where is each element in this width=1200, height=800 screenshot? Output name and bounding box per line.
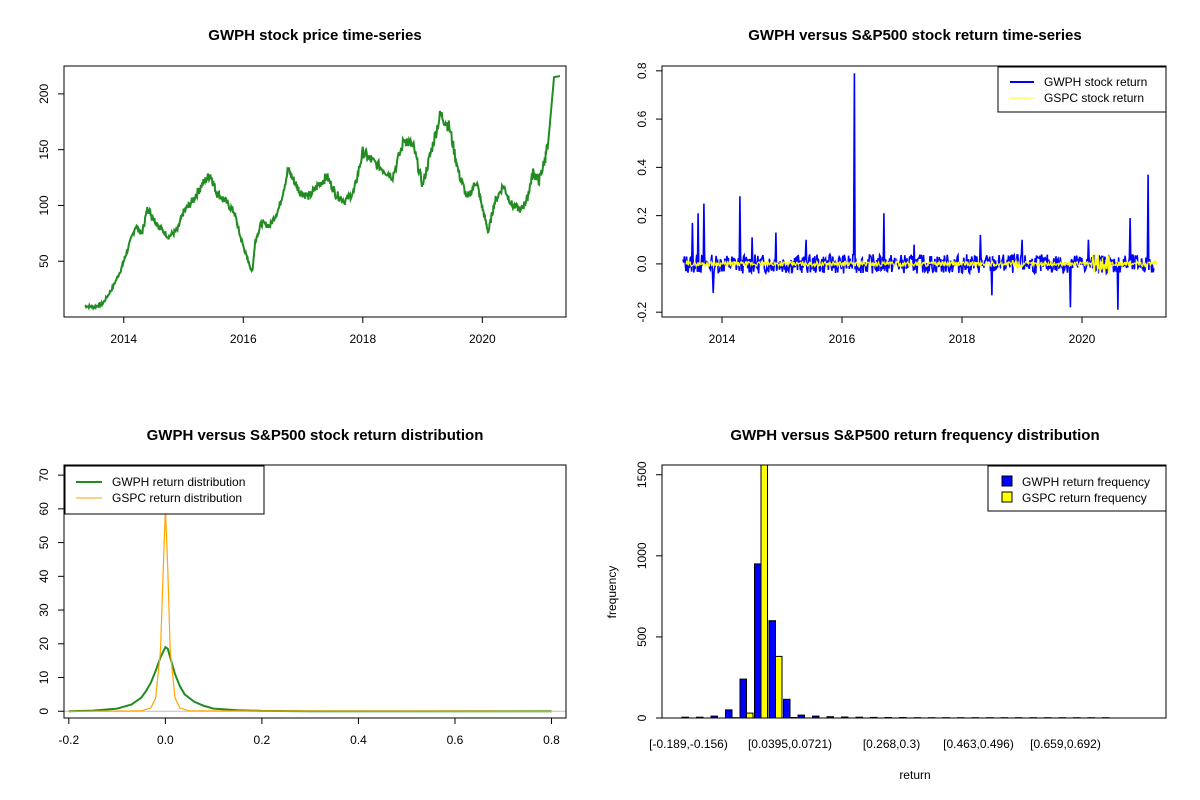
y-tick-label: 0.4 — [635, 159, 649, 176]
y-tick-label: 30 — [37, 603, 51, 617]
x-category-label: [0.268,0.3) — [863, 737, 920, 751]
panel-density: GWPH versus S&P500 stock return distribu… — [37, 427, 567, 747]
y-tick-label: 0.6 — [635, 110, 649, 127]
x-tick-label: 2018 — [949, 332, 976, 346]
legend-box — [987, 465, 1167, 512]
x-tick-label: 2020 — [1069, 332, 1096, 346]
y-tick-label: 1000 — [635, 542, 649, 569]
bar-gspc — [775, 655, 783, 719]
plot-marks — [682, 73, 1158, 310]
y-tick-label: 0.2 — [635, 207, 649, 224]
legend-label-gwph: GWPH return distribution — [112, 475, 245, 489]
x-tick-label: 2014 — [709, 332, 736, 346]
chart-title: GWPH versus S&P500 return frequency dist… — [730, 427, 1099, 444]
plot-box — [661, 65, 1167, 318]
x-category-label: [0.0395,0.0721) — [748, 737, 832, 751]
y-tick-label: 70 — [37, 468, 51, 482]
plot-marks — [84, 75, 561, 311]
bar-gwph — [768, 620, 776, 719]
axis-ticks: 0 500 1000 1500 — [635, 461, 662, 721]
y-tick-label: 1500 — [635, 461, 649, 488]
x-tick-label: 2016 — [829, 332, 856, 346]
legend-label-gwph: GWPH stock return — [1044, 75, 1147, 89]
legend-swatch-gspc — [1001, 491, 1013, 503]
chart-title: GWPH versus S&P500 stock return time-ser… — [748, 27, 1081, 44]
plot-box — [661, 464, 1167, 719]
legend: GWPH stock return GSPC stock return — [997, 66, 1167, 113]
y-tick-label: 0.0 — [635, 255, 649, 272]
legend-label-gspc: GSPC stock return — [1044, 91, 1144, 105]
y-tick-label: 40 — [37, 569, 51, 583]
panel-price: GWPH stock price time-series 2014 2016 201… — [37, 27, 567, 346]
legend-label-gspc: GSPC return distribution — [112, 491, 242, 505]
x-tick-label: 0.0 — [157, 733, 174, 747]
chart-title: GWPH versus S&P500 stock return distribu… — [147, 427, 484, 444]
x-category-label: [-0.189,-0.156) — [649, 737, 728, 751]
legend: GWPH return distribution GSPC return dis… — [64, 465, 265, 515]
bar-gwph — [725, 709, 733, 719]
y-tick-label: 0.8 — [635, 62, 649, 79]
y-tick-label: 60 — [37, 502, 51, 516]
axis-ticks: -0.2 0.0 0.2 0.4 0.6 0.8 0 10 20 30 40 50 60 70 — [37, 468, 560, 747]
y-tick-label: 50 — [37, 536, 51, 550]
x-tick-label: 0.8 — [543, 733, 560, 747]
x-tick-label: -0.2 — [58, 733, 79, 747]
series-line-gwph-price — [84, 75, 561, 311]
y-tick-label: 500 — [635, 627, 649, 647]
axis-ticks: 2014 2016 2018 2020 50 100 150 200 — [37, 84, 496, 346]
y-tick-label: 150 — [37, 139, 51, 159]
x-tick-label: 2016 — [230, 332, 257, 346]
y-tick-label: 10 — [37, 671, 51, 685]
y-tick-label: 0 — [37, 708, 51, 715]
chart-title: GWPH stock price time-series — [208, 27, 421, 44]
x-tick-label: 0.4 — [350, 733, 367, 747]
legend-box — [64, 465, 265, 515]
plot-box — [63, 65, 567, 318]
y-tick-label: 50 — [37, 254, 51, 268]
panel-frequency: GWPH versus S&P500 return frequency dist… — [605, 427, 1167, 782]
series-line-gwph-return — [682, 73, 1155, 310]
bar-gwph — [739, 678, 747, 719]
y-tick-label: -0.2 — [635, 302, 649, 323]
legend-swatch-gwph — [1001, 475, 1013, 487]
x-tick-label: 2014 — [110, 332, 137, 346]
x-tick-label: 2020 — [469, 332, 496, 346]
series-line-gspc-return — [685, 254, 1158, 275]
x-category-label: [0.659,0.692) — [1030, 737, 1101, 751]
x-axis-label: return — [899, 768, 930, 782]
y-tick-label: 20 — [37, 637, 51, 651]
x-tick-label: 0.2 — [254, 733, 271, 747]
legend-label-gwph: GWPH return frequency — [1022, 475, 1150, 489]
panel-returns: GWPH versus S&P500 stock return time-ser… — [635, 27, 1167, 346]
legend: GWPH return frequency GSPC return freque… — [987, 465, 1167, 512]
y-axis-label: frequency — [605, 566, 619, 619]
y-tick-label: 0 — [635, 714, 649, 721]
x-tick-label: 2018 — [349, 332, 376, 346]
bar-gwph — [783, 698, 791, 719]
axis-ticks: 2014 2016 2018 2020 -0.2 0.0 0.2 0.4 0.6 0.8 — [635, 62, 1096, 346]
bar-gwph — [754, 563, 762, 719]
x-category-label: [0.463,0.496) — [943, 737, 1014, 751]
bar-gspc — [746, 712, 754, 719]
plot-box — [63, 464, 567, 719]
legend-box — [997, 66, 1167, 113]
y-tick-label: 200 — [37, 84, 51, 104]
y-tick-label: 100 — [37, 195, 51, 215]
x-tick-label: 0.6 — [447, 733, 464, 747]
legend-label-gspc: GSPC return frequency — [1022, 491, 1147, 505]
bar-gspc — [760, 464, 768, 719]
